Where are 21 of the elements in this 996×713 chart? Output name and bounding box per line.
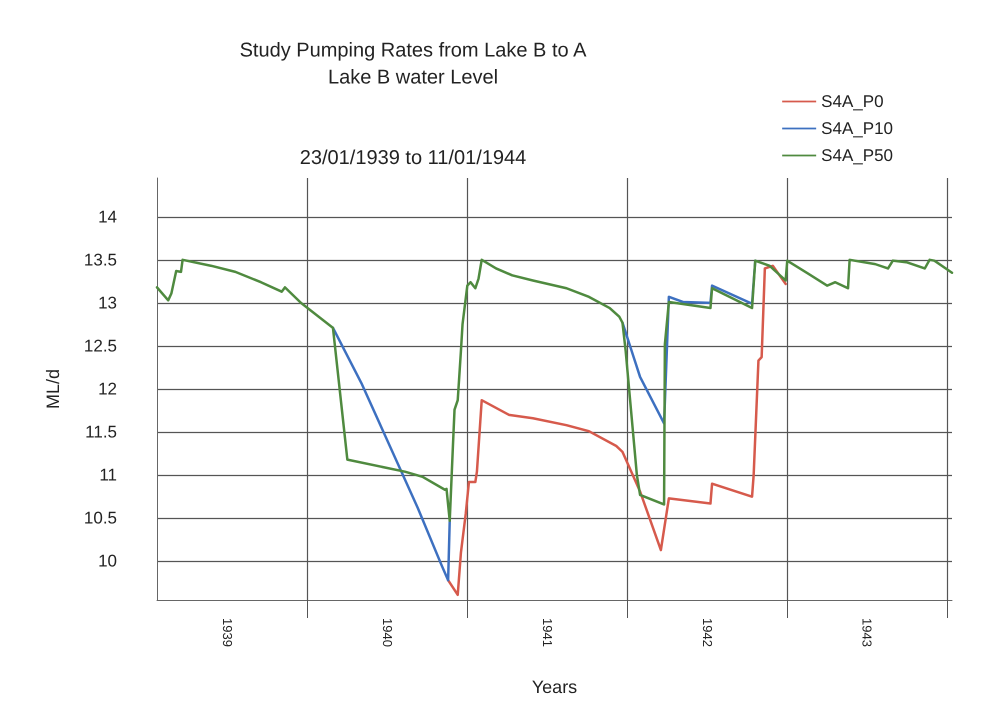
y-tick-label: 13.5 — [84, 250, 117, 270]
y-tick-label: 11 — [99, 466, 117, 485]
x-tick-label: 1943 — [860, 618, 875, 647]
chart-subtitle: 23/01/1939 to 11/01/1944 — [300, 147, 526, 169]
y-tick-label: 11.5 — [85, 422, 117, 442]
x-tick-label: 1941 — [540, 618, 555, 647]
x-tick-label: 1942 — [700, 618, 715, 647]
y-tick-label: 14 — [98, 207, 117, 226]
legend-label: S4A_P10 — [821, 119, 894, 138]
chart-title: Study Pumping Rates from Lake B to A Lake B water Level — [240, 40, 588, 88]
y-axis-title: ML/d — [43, 368, 63, 410]
legend-label: S4A_P0 — [821, 92, 884, 111]
x-tick-label: 1940 — [380, 618, 395, 647]
y-tick-label: 12 — [98, 380, 117, 398]
x-tick-label: 1939 — [220, 618, 235, 647]
legend-label: S4A_P50 — [821, 146, 894, 165]
y-tick-label: 13 — [98, 293, 117, 312]
y-tick-label: 10 — [98, 552, 117, 571]
x-axis-title: Years — [532, 677, 578, 697]
y-tick-label: 10.5 — [84, 508, 117, 528]
y-tick-label: 12.5 — [84, 336, 117, 356]
